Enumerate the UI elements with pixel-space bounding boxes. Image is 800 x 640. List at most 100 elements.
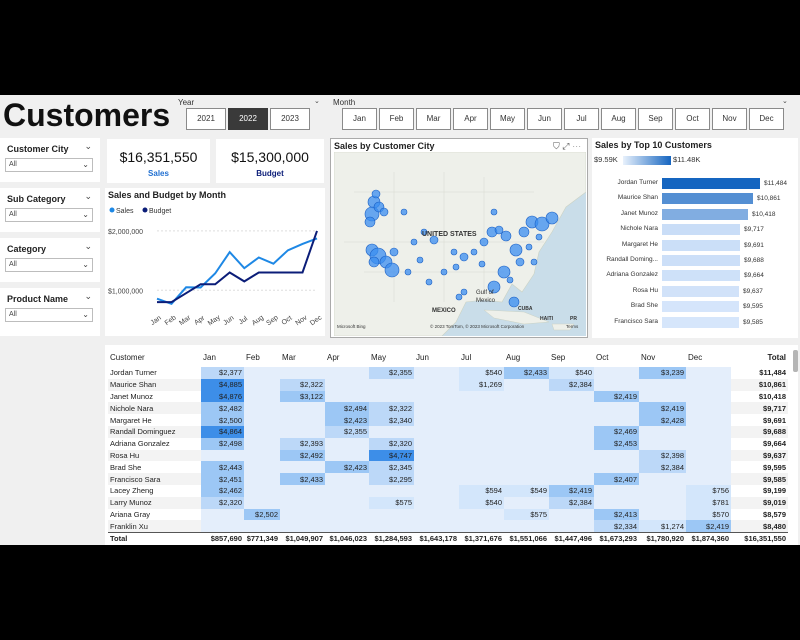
city-bubble[interactable] xyxy=(364,216,376,228)
column-header[interactable]: Aug xyxy=(506,352,521,362)
city-bubble[interactable] xyxy=(545,211,559,225)
month-option-aug[interactable]: Aug xyxy=(601,108,636,130)
month-option-jan[interactable]: Jan xyxy=(342,108,377,130)
month-option-nov[interactable]: Nov xyxy=(712,108,747,130)
year-option-2022[interactable]: 2022 xyxy=(228,108,268,130)
month-option-apr[interactable]: Apr xyxy=(453,108,488,130)
city-bubble[interactable] xyxy=(384,262,400,278)
customer-name-cell[interactable]: Lacey Zheng xyxy=(110,486,154,496)
city-bubble[interactable] xyxy=(425,278,433,286)
map-canvas[interactable]: UNITED STATES Gulf of Mexico MEXICO CUBA HAIT… xyxy=(334,152,586,336)
series-line-budget[interactable] xyxy=(157,230,318,304)
city-bubble[interactable] xyxy=(420,228,428,236)
chevron-down-icon[interactable]: ⌄ xyxy=(84,191,92,201)
slicer-dropdown[interactable]: All ⌄ xyxy=(5,208,93,222)
month-slicer-chevron-icon[interactable]: ⌄ xyxy=(782,98,788,105)
month-option-mar[interactable]: Mar xyxy=(416,108,451,130)
bar[interactable] xyxy=(662,255,740,266)
more-options-icon[interactable]: ⋯ xyxy=(571,141,581,151)
year-slicer-chevron-icon[interactable]: ⌄ xyxy=(314,98,320,105)
month-option-jun[interactable]: Jun xyxy=(527,108,562,130)
city-bubble[interactable] xyxy=(478,260,486,268)
matrix-scrollbar[interactable] xyxy=(793,350,798,372)
column-header[interactable]: Oct xyxy=(596,352,609,362)
year-option-2021[interactable]: 2021 xyxy=(186,108,226,130)
column-header[interactable]: Customer xyxy=(110,352,145,362)
bar[interactable] xyxy=(662,224,740,236)
column-header[interactable]: Sep xyxy=(551,352,566,362)
column-header[interactable]: Jun xyxy=(416,352,429,362)
city-bubble[interactable] xyxy=(429,235,439,245)
chevron-down-icon[interactable]: ⌄ xyxy=(84,291,92,301)
city-bubble[interactable] xyxy=(450,248,458,256)
column-header[interactable]: Feb xyxy=(246,352,260,362)
customer-name-cell[interactable]: Nichole Nara xyxy=(110,403,154,413)
bar[interactable] xyxy=(662,178,760,189)
city-bubble[interactable] xyxy=(371,189,381,199)
city-bubble[interactable] xyxy=(515,257,525,267)
bar[interactable] xyxy=(662,239,740,251)
year-option-2023[interactable]: 2023 xyxy=(270,108,310,130)
city-bubble[interactable] xyxy=(470,248,478,256)
chevron-down-icon[interactable]: ⌄ xyxy=(84,141,92,151)
month-option-jul[interactable]: Jul xyxy=(564,108,599,130)
city-bubble[interactable] xyxy=(525,243,533,251)
city-bubble[interactable] xyxy=(455,293,463,301)
customer-name-cell[interactable]: Adriana Gonzalez xyxy=(110,439,170,449)
bar[interactable] xyxy=(662,208,748,220)
month-option-oct[interactable]: Oct xyxy=(675,108,710,130)
column-header[interactable]: Dec xyxy=(688,352,703,362)
month-option-feb[interactable]: Feb xyxy=(379,108,414,130)
city-bubble[interactable] xyxy=(518,226,530,238)
bar[interactable] xyxy=(662,285,739,297)
city-bubble[interactable] xyxy=(452,263,460,271)
city-bubble[interactable] xyxy=(460,288,468,296)
customer-name-cell[interactable]: Janet Munoz xyxy=(110,391,153,401)
month-option-dec[interactable]: Dec xyxy=(749,108,784,130)
column-header[interactable]: Jan xyxy=(203,352,216,362)
slicer-dropdown[interactable]: All ⌄ xyxy=(5,258,93,272)
customer-name-cell[interactable]: Ariana Gray xyxy=(110,509,151,519)
city-bubble[interactable] xyxy=(530,258,538,266)
filter-icon[interactable]: ⛉ xyxy=(552,141,560,151)
chevron-down-icon[interactable]: ⌄ xyxy=(84,241,92,251)
customer-name-cell[interactable]: Randall Dominguez xyxy=(110,427,176,437)
city-bubble[interactable] xyxy=(506,276,514,284)
city-bubble[interactable] xyxy=(487,280,501,294)
bar[interactable] xyxy=(662,193,753,205)
city-bubble[interactable] xyxy=(508,296,520,308)
column-header[interactable]: May xyxy=(371,352,387,362)
city-bubble[interactable] xyxy=(389,247,399,257)
customer-name-cell[interactable]: Margaret He xyxy=(110,415,152,425)
city-bubble[interactable] xyxy=(410,238,418,246)
customer-name-cell[interactable]: Brad She xyxy=(110,462,142,472)
city-bubble[interactable] xyxy=(479,237,489,247)
bar[interactable] xyxy=(662,270,740,282)
slicer-dropdown[interactable]: All ⌄ xyxy=(5,158,93,172)
city-bubble[interactable] xyxy=(459,252,469,262)
city-bubble[interactable] xyxy=(416,256,424,264)
column-header[interactable]: Mar xyxy=(282,352,296,362)
customer-name-cell[interactable]: Francisco Sara xyxy=(110,474,161,484)
month-option-may[interactable]: May xyxy=(490,108,525,130)
customer-name-cell[interactable]: Jordan Turner xyxy=(110,368,157,378)
city-bubble[interactable] xyxy=(440,268,448,276)
city-bubble[interactable] xyxy=(400,208,408,216)
column-header[interactable]: Jul xyxy=(461,352,472,362)
city-bubble[interactable] xyxy=(379,207,389,217)
column-header[interactable]: Nov xyxy=(641,352,656,362)
slicer-dropdown[interactable]: All ⌄ xyxy=(5,308,93,322)
city-bubble[interactable] xyxy=(535,233,543,241)
column-header[interactable]: Total xyxy=(767,352,786,362)
city-bubble[interactable] xyxy=(368,256,380,268)
customer-name-cell[interactable]: Rosa Hu xyxy=(110,450,140,460)
city-bubble[interactable] xyxy=(497,265,511,279)
customer-name-cell[interactable]: Larry Munoz xyxy=(110,498,152,508)
city-bubble[interactable] xyxy=(494,225,504,235)
city-bubble[interactable] xyxy=(500,230,512,242)
city-bubble[interactable] xyxy=(404,268,412,276)
city-bubble[interactable] xyxy=(509,243,523,257)
customer-name-cell[interactable]: Franklin Xu xyxy=(110,521,148,531)
city-bubble[interactable] xyxy=(534,216,550,232)
bar[interactable] xyxy=(662,316,739,328)
